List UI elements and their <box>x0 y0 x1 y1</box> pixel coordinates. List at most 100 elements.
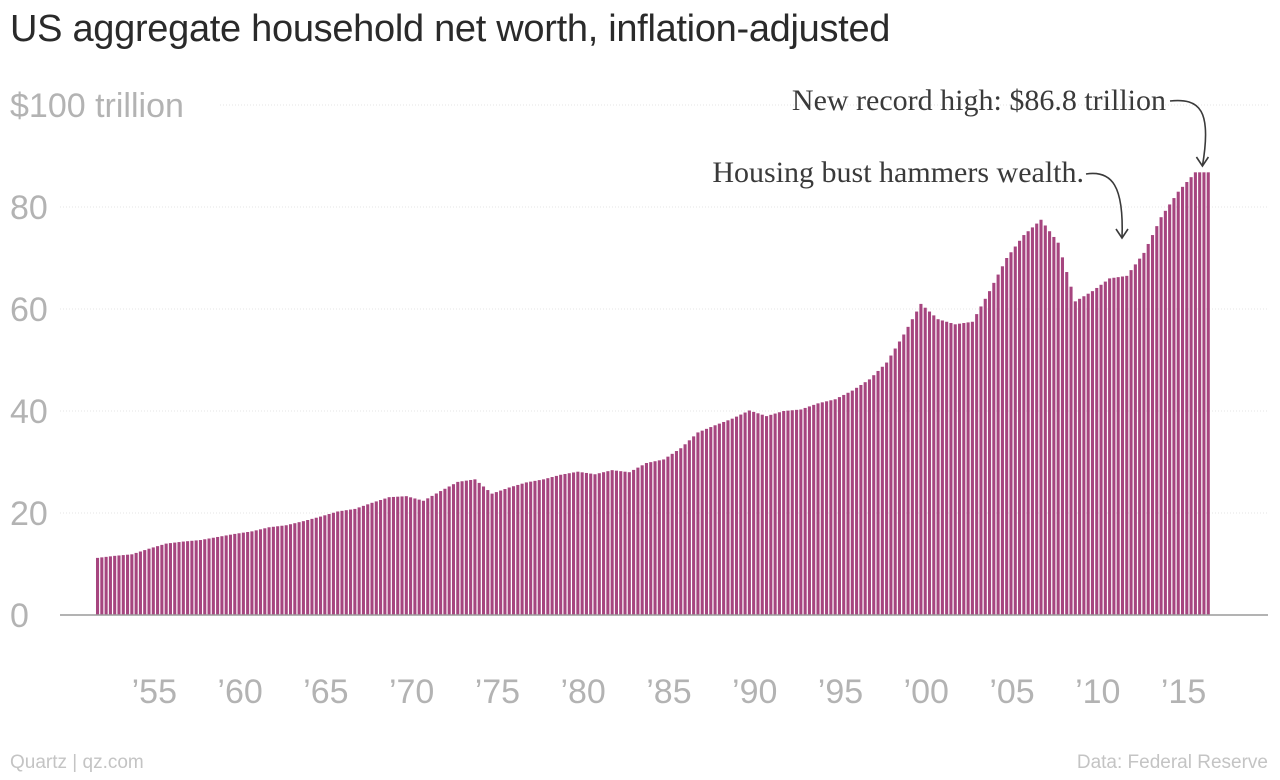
bar <box>1060 257 1064 615</box>
bar <box>138 551 142 615</box>
bar <box>554 475 558 615</box>
bar <box>361 505 365 615</box>
annotation-arrow <box>1169 99 1207 167</box>
bar <box>1120 276 1125 615</box>
bar <box>885 362 889 615</box>
y-tick-label: 0 <box>10 597 29 635</box>
bar <box>722 421 726 615</box>
bar <box>336 511 340 615</box>
bar <box>726 420 730 615</box>
bar <box>790 410 794 615</box>
x-tick-label: ’10 <box>1075 673 1120 711</box>
bar <box>426 498 430 615</box>
bar <box>1078 298 1082 615</box>
bar <box>546 478 550 615</box>
bar <box>216 536 220 615</box>
bar <box>777 412 781 615</box>
bar <box>1206 172 1210 615</box>
bar <box>147 548 151 615</box>
bar <box>902 334 906 615</box>
bar <box>610 470 614 615</box>
bar <box>1095 287 1099 615</box>
bar <box>1043 225 1047 616</box>
bar <box>391 496 395 615</box>
bar <box>190 540 194 615</box>
bar <box>537 480 541 615</box>
bar <box>949 323 953 615</box>
bar-series <box>96 172 1210 616</box>
bar <box>846 392 850 615</box>
bar <box>160 544 164 616</box>
annotation-housing-bust: Housing bust hammers wealth. <box>712 156 1084 189</box>
x-tick-label: ’90 <box>732 673 777 711</box>
bar <box>447 486 451 615</box>
bar <box>992 282 996 615</box>
bar <box>374 501 378 615</box>
bar <box>936 319 940 615</box>
bar <box>473 479 477 615</box>
bar <box>816 403 820 615</box>
x-tick-label: ’85 <box>646 673 691 711</box>
bar <box>619 471 623 615</box>
bar <box>623 471 627 615</box>
bar <box>1159 217 1163 615</box>
bar <box>559 474 563 615</box>
x-tick-label: ’75 <box>475 673 520 711</box>
bar <box>692 436 696 615</box>
bar <box>734 416 739 615</box>
bar <box>1039 219 1043 615</box>
bar <box>1073 301 1077 615</box>
bar <box>786 410 790 615</box>
bar <box>653 461 657 615</box>
bar <box>704 428 709 615</box>
bar <box>254 530 258 615</box>
bar <box>117 555 121 615</box>
arrowhead <box>1195 156 1210 168</box>
bar <box>220 536 224 615</box>
bar <box>1112 277 1116 615</box>
bar <box>237 533 241 615</box>
bar <box>880 366 884 615</box>
bar <box>460 481 464 615</box>
bar <box>795 409 799 615</box>
bar <box>803 407 807 615</box>
bar <box>1022 235 1026 616</box>
bar <box>679 448 683 615</box>
bar <box>1065 272 1069 615</box>
bar <box>443 488 447 615</box>
bar <box>829 400 833 615</box>
bar <box>910 319 914 615</box>
bar <box>1108 278 1112 615</box>
bar <box>863 382 867 615</box>
bar <box>636 467 640 615</box>
x-tick-label: ’80 <box>560 673 605 711</box>
bar <box>752 411 756 615</box>
bar <box>164 543 168 615</box>
bar <box>970 321 974 615</box>
bar <box>850 390 854 615</box>
bar <box>370 502 374 615</box>
bar <box>529 481 533 615</box>
bar <box>1099 284 1103 615</box>
bar <box>627 472 631 615</box>
bar <box>533 480 537 615</box>
bar <box>1163 210 1167 615</box>
bar <box>1086 293 1090 615</box>
bar <box>297 522 301 615</box>
bar <box>1198 172 1202 615</box>
bar <box>807 406 811 615</box>
bar <box>306 520 310 615</box>
bar <box>567 473 571 615</box>
bar <box>267 527 271 615</box>
bar <box>503 489 507 615</box>
bar <box>1176 191 1180 615</box>
bar <box>1035 223 1039 615</box>
bar <box>1009 252 1013 615</box>
bar <box>589 473 593 615</box>
bar <box>1172 198 1176 615</box>
bar <box>481 486 486 615</box>
bar <box>288 524 293 615</box>
bar <box>756 413 760 615</box>
bar <box>945 321 949 615</box>
